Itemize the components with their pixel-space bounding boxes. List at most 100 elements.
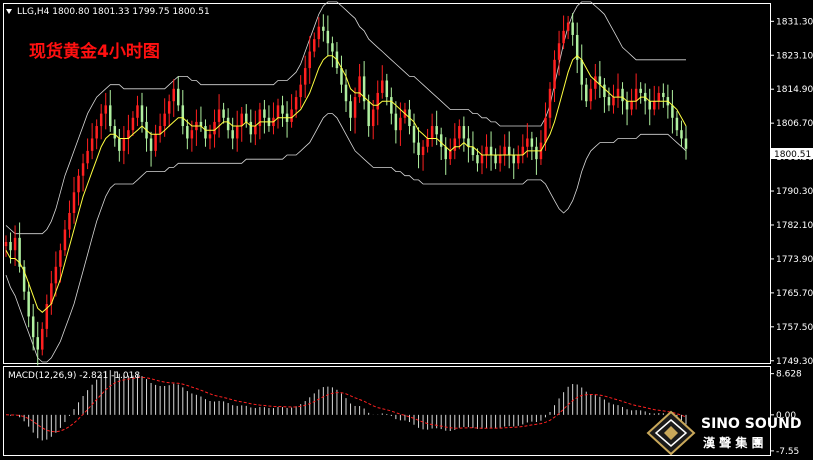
candle — [186, 119, 189, 150]
candle — [453, 123, 457, 160]
price-tick-label: 1823.10 — [776, 51, 813, 61]
candle — [72, 176, 76, 224]
candle — [476, 148, 479, 172]
candle — [208, 124, 212, 150]
candle — [449, 138, 452, 165]
price-tick-label: 1831.30 — [776, 17, 813, 27]
candle — [530, 131, 534, 160]
candle — [213, 109, 216, 148]
candle — [480, 145, 484, 175]
candle — [630, 88, 633, 116]
logo-inner-icon — [654, 419, 688, 447]
candle — [612, 84, 615, 114]
candle — [54, 251, 58, 297]
candle — [258, 102, 262, 140]
candle — [485, 134, 488, 169]
candle — [154, 124, 157, 157]
candle — [594, 63, 597, 100]
candle — [535, 137, 538, 175]
candle — [95, 119, 98, 150]
candle — [616, 73, 620, 108]
moving-average-line — [5, 55, 687, 313]
candle — [557, 30, 561, 76]
candle — [122, 126, 126, 165]
macd-tick-label: 8.628 — [776, 370, 802, 380]
candle — [113, 119, 117, 147]
candle — [417, 127, 420, 169]
candle — [81, 153, 85, 192]
candle — [381, 65, 384, 99]
candle — [503, 134, 506, 166]
candle — [539, 130, 543, 165]
candle — [421, 140, 425, 171]
candle — [136, 95, 139, 127]
price-tick-label: 1765.70 — [776, 289, 813, 299]
candle — [444, 137, 447, 175]
candle — [290, 94, 293, 128]
candle — [498, 145, 502, 172]
candle — [240, 107, 243, 142]
candle — [571, 13, 574, 46]
candle — [181, 90, 185, 135]
candle — [385, 73, 389, 106]
price-tick-label: 1782.10 — [776, 221, 813, 231]
price-tick-label: 1806.70 — [776, 119, 813, 129]
candle — [36, 321, 39, 366]
chart-header: LLG,H4 1800.80 1801.33 1799.75 1800.51 — [17, 7, 210, 17]
candle — [204, 119, 207, 147]
macd-signal-line — [5, 376, 687, 433]
candle — [680, 120, 683, 147]
candle — [104, 92, 107, 130]
candle — [439, 127, 443, 160]
candle — [458, 119, 461, 150]
candle — [621, 82, 624, 115]
candle — [639, 82, 642, 104]
candle — [548, 82, 552, 129]
candle — [358, 63, 361, 103]
candle — [671, 90, 674, 134]
candle — [589, 79, 593, 110]
candle — [254, 110, 257, 146]
candle — [195, 109, 198, 146]
logo-subtext: 漢 聲 集 團 — [703, 435, 764, 450]
candle — [299, 75, 302, 108]
candle — [59, 243, 62, 283]
macd-histogram — [10, 370, 687, 441]
dropdown-triangle-icon[interactable] — [6, 9, 12, 14]
candle — [22, 260, 26, 300]
candle — [4, 235, 8, 257]
candle — [199, 106, 203, 132]
candle — [390, 87, 393, 125]
candle — [177, 76, 180, 112]
candle — [371, 99, 375, 140]
candle — [521, 134, 525, 164]
candle — [353, 87, 357, 134]
price-tick-label: 1757.50 — [776, 323, 813, 333]
lower-band-line — [5, 113, 687, 363]
candle — [512, 148, 515, 180]
candle — [426, 128, 429, 153]
candle — [430, 113, 434, 147]
candle — [585, 78, 588, 108]
candle — [99, 104, 103, 140]
candle — [27, 282, 30, 328]
candle — [467, 126, 470, 163]
candle — [267, 105, 271, 132]
candle — [77, 169, 80, 206]
candle — [317, 17, 321, 48]
candle — [222, 102, 225, 124]
candle — [18, 222, 21, 273]
candle — [263, 99, 266, 134]
candle — [675, 111, 679, 136]
chart-title: 现货黄金4小时图 — [29, 41, 160, 62]
candle — [86, 138, 89, 170]
candle — [331, 36, 334, 68]
candle — [45, 294, 49, 338]
candle — [607, 87, 611, 112]
logo-text: SINO SOUND — [701, 416, 801, 432]
upper-band-line — [5, 1, 686, 235]
candle — [489, 131, 493, 171]
candle — [231, 117, 234, 150]
current-price-label: 1800.51 — [774, 150, 811, 160]
